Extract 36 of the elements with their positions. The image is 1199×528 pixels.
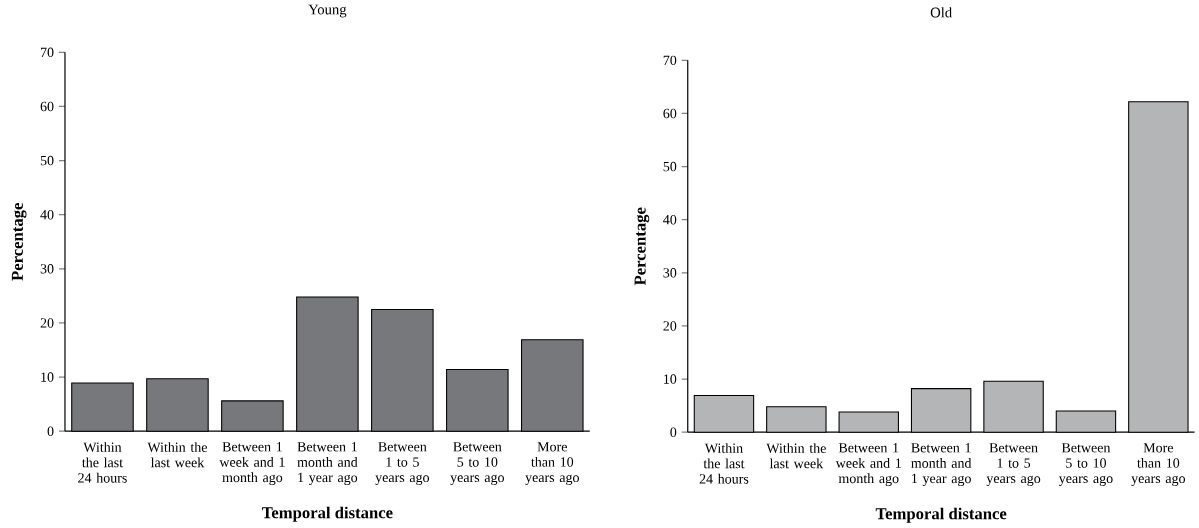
chart-title: Young (308, 4, 347, 18)
y-tick-label: 50 (40, 155, 54, 166)
y-tick-label: 50 (663, 161, 677, 172)
x-tick-label: Between 1 month and 1 year ago (297, 442, 358, 485)
y-tick-label: 0 (47, 426, 54, 436)
y-tick-label: 0 (670, 427, 677, 437)
y-tick-label: 60 (40, 101, 54, 112)
y-tick-label: 70 (663, 55, 677, 65)
x-tick-label: Within the last week (147, 442, 207, 468)
y-axis-title: Percentage (634, 207, 650, 286)
chart-title: Old (930, 7, 952, 18)
x-tick-label: Between 1 month and 1 year ago (911, 443, 972, 486)
y-tick-label: 20 (40, 318, 54, 328)
x-tick-label: Within the last week (766, 443, 826, 469)
y-tick-label: 10 (664, 374, 677, 384)
x-tick-label: Within the last 24 hours (78, 442, 127, 483)
x-tick-label: More than 10 years ago (1131, 443, 1186, 486)
y-tick-label: 30 (663, 268, 677, 278)
y-tick-label: 10 (41, 372, 54, 382)
x-axis-title: Temporal distance (875, 507, 1007, 523)
y-axis-title: Percentage (11, 202, 27, 281)
x-tick-label: Between 1 to 5 years ago (986, 443, 1041, 486)
x-tick-label: Within the last 24 hours (699, 443, 749, 484)
x-tick-label: Between 1 week and 1 month ago (219, 442, 285, 485)
y-tick-label: 70 (40, 47, 54, 57)
x-tick-label: Between 5 to 10 years ago (1058, 443, 1113, 486)
y-tick-label: 30 (40, 264, 54, 274)
x-tick-label: Between 1 to 5 years ago (375, 442, 430, 485)
y-tick-label: 40 (663, 214, 677, 225)
y-tick-label: 20 (663, 321, 677, 331)
x-axis-title: Temporal distance (261, 506, 393, 522)
x-tick-label: More than 10 years ago (525, 442, 579, 485)
y-tick-label: 40 (40, 209, 54, 220)
y-tick-label: 60 (663, 108, 677, 119)
x-tick-label: Between 1 week and 1 month ago (835, 443, 901, 486)
x-tick-label: Between 5 to 10 years ago (450, 442, 504, 485)
